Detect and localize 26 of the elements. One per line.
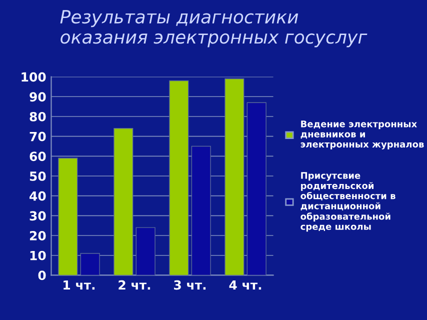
- bar: [169, 80, 189, 276]
- y-tick-label: 40: [30, 191, 46, 201]
- bar: [246, 102, 266, 276]
- y-tick-label: 0: [38, 270, 46, 280]
- y-tick-label: 60: [30, 152, 46, 162]
- y-tick-label: 80: [30, 112, 46, 122]
- y-tick-label: 20: [30, 230, 46, 240]
- y-tick-label: 10: [30, 250, 46, 260]
- legend-label: Ведение электронных дневников и электронных журналов: [300, 120, 424, 150]
- y-tick-label: 30: [30, 211, 46, 221]
- y-tick-label: 50: [30, 171, 46, 181]
- bar: [224, 78, 244, 276]
- y-tick-label: 100: [22, 72, 46, 82]
- y-tick-label: 90: [30, 92, 46, 102]
- x-tick-label: 3 чт.: [174, 280, 206, 290]
- bar: [136, 227, 156, 276]
- x-tick-label: 1 чт.: [64, 280, 95, 290]
- bar: [58, 158, 78, 276]
- y-tick-label: 70: [30, 132, 46, 142]
- bar: [114, 128, 134, 276]
- legend-label: Присутсвие родительской общественности в дистанционной образовательной среде школы: [300, 172, 396, 232]
- chart-title: Результаты диагностики оказания электронных госуслуг: [60, 10, 368, 48]
- bar: [191, 146, 211, 276]
- x-tick-label: 2 чт.: [118, 280, 150, 290]
- bar: [80, 253, 100, 276]
- x-tick-label: 4 чт.: [229, 280, 262, 290]
